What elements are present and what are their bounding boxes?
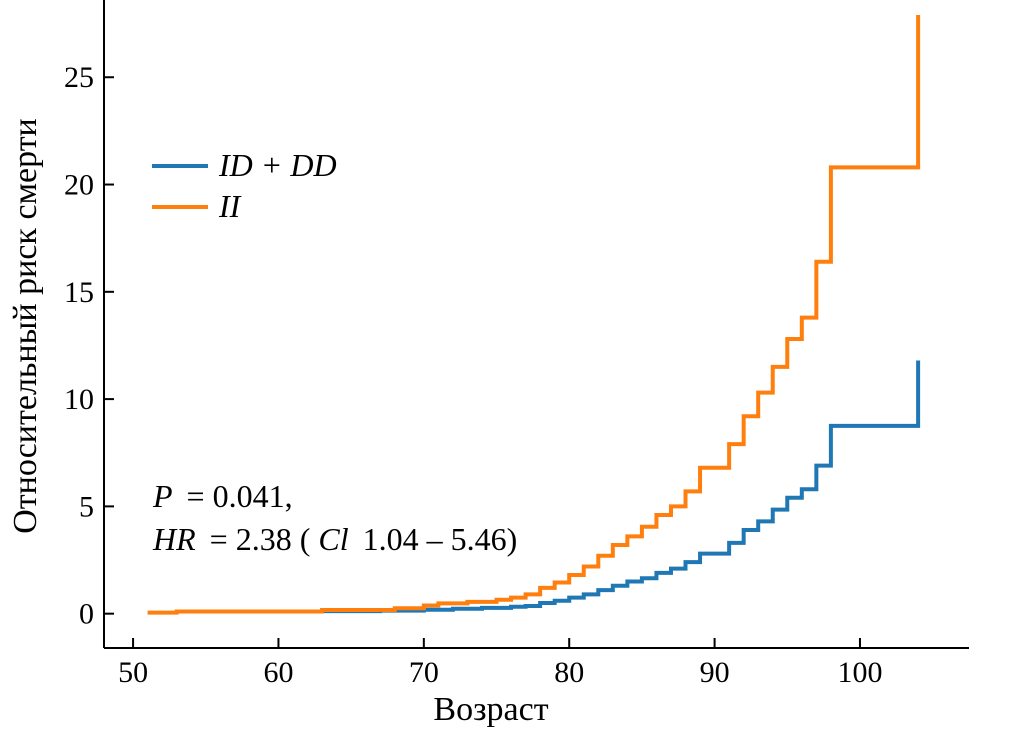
y-tick-label: 5: [79, 490, 94, 523]
y-axis-ticks: 0 5 10 15 20 25: [64, 61, 114, 631]
x-tick-label: 90: [700, 656, 730, 689]
y-tick-label: 20: [64, 169, 94, 202]
p-label: P: [152, 478, 173, 514]
p-value: = 0.041,: [187, 478, 293, 514]
x-tick-label: 70: [409, 656, 439, 689]
series-line-id-dd: [322, 360, 921, 614]
y-tick-label: 15: [64, 276, 94, 309]
y-tick-label: 0: [79, 598, 94, 631]
x-tick-label: 50: [118, 656, 148, 689]
plot-area: [147, 15, 921, 615]
x-axis-title: Возраст: [433, 691, 548, 728]
p-value-annotation: P = 0.041,: [152, 478, 293, 514]
y-tick-label: 10: [64, 383, 94, 416]
x-tick-label: 100: [837, 656, 882, 689]
hr-value: = 2.38 (: [210, 521, 311, 557]
x-tick-label: 80: [554, 656, 584, 689]
hr-label: HR: [152, 521, 196, 557]
ci-label: Cl: [318, 521, 348, 557]
x-tick-label: 60: [263, 656, 293, 689]
y-axis-title: Относительный риск смерти: [7, 118, 44, 534]
legend-entry-id-dd: ID + DD: [152, 147, 337, 183]
series-line-ii: [147, 15, 921, 615]
y-tick-label: 25: [64, 61, 94, 94]
legend-label-ii-text: II: [218, 188, 242, 224]
legend-label-id-dd: ID + DD: [218, 147, 337, 183]
statistics-annotation: P = 0.041, HR = 2.38 ( Cl 1.04 – 5.46): [152, 478, 517, 557]
legend: ID + DD II: [152, 147, 337, 224]
legend-entry-ii: II: [152, 188, 242, 224]
hr-annotation: HR = 2.38 ( Cl 1.04 – 5.46): [152, 521, 517, 557]
ci-value: 1.04 – 5.46): [363, 521, 518, 557]
x-axis-ticks: 50 60 70 80 90 100: [118, 638, 882, 689]
legend-label-id-dd-text: ID + DD: [218, 147, 337, 183]
legend-label-ii: II: [218, 188, 242, 224]
